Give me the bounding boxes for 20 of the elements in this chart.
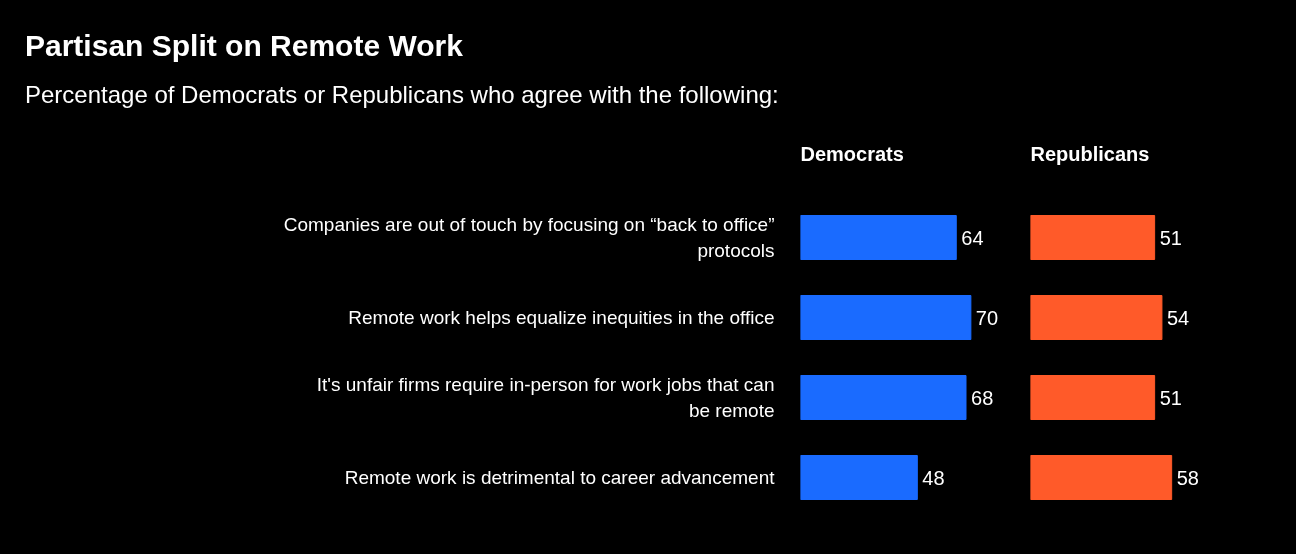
data-label: 70: [975, 306, 999, 329]
bar: [800, 455, 918, 501]
y-tick-label: Remote work helps equalize inequities in the office: [348, 307, 775, 329]
text: Republicans: [1030, 142, 1150, 165]
text: Democrats: [800, 142, 904, 165]
data-label: 48: [922, 466, 945, 489]
data-label: 64: [961, 226, 984, 249]
data-label: 51: [1159, 386, 1182, 409]
data-label: 54: [1166, 306, 1190, 329]
bar: [800, 375, 967, 421]
data-label: 51: [1159, 226, 1182, 249]
y-tick-label: Remote work is detrimental to career advancement: [344, 467, 776, 489]
bar: [800, 215, 957, 261]
text: Percentage of Democrats or Republicans who agree with the following:: [25, 79, 779, 110]
y-tick-label: It's unfair firms require in-person for work jobs that can be remote: [316, 374, 775, 421]
data-label: 68: [971, 386, 994, 409]
y-tick-label: Companies are out of touch by focusing on “back to office” protocols: [283, 214, 775, 261]
bar: [800, 295, 972, 341]
data-label: 58: [1176, 466, 1199, 489]
text: Partisan Split on Remote Work: [25, 28, 463, 64]
